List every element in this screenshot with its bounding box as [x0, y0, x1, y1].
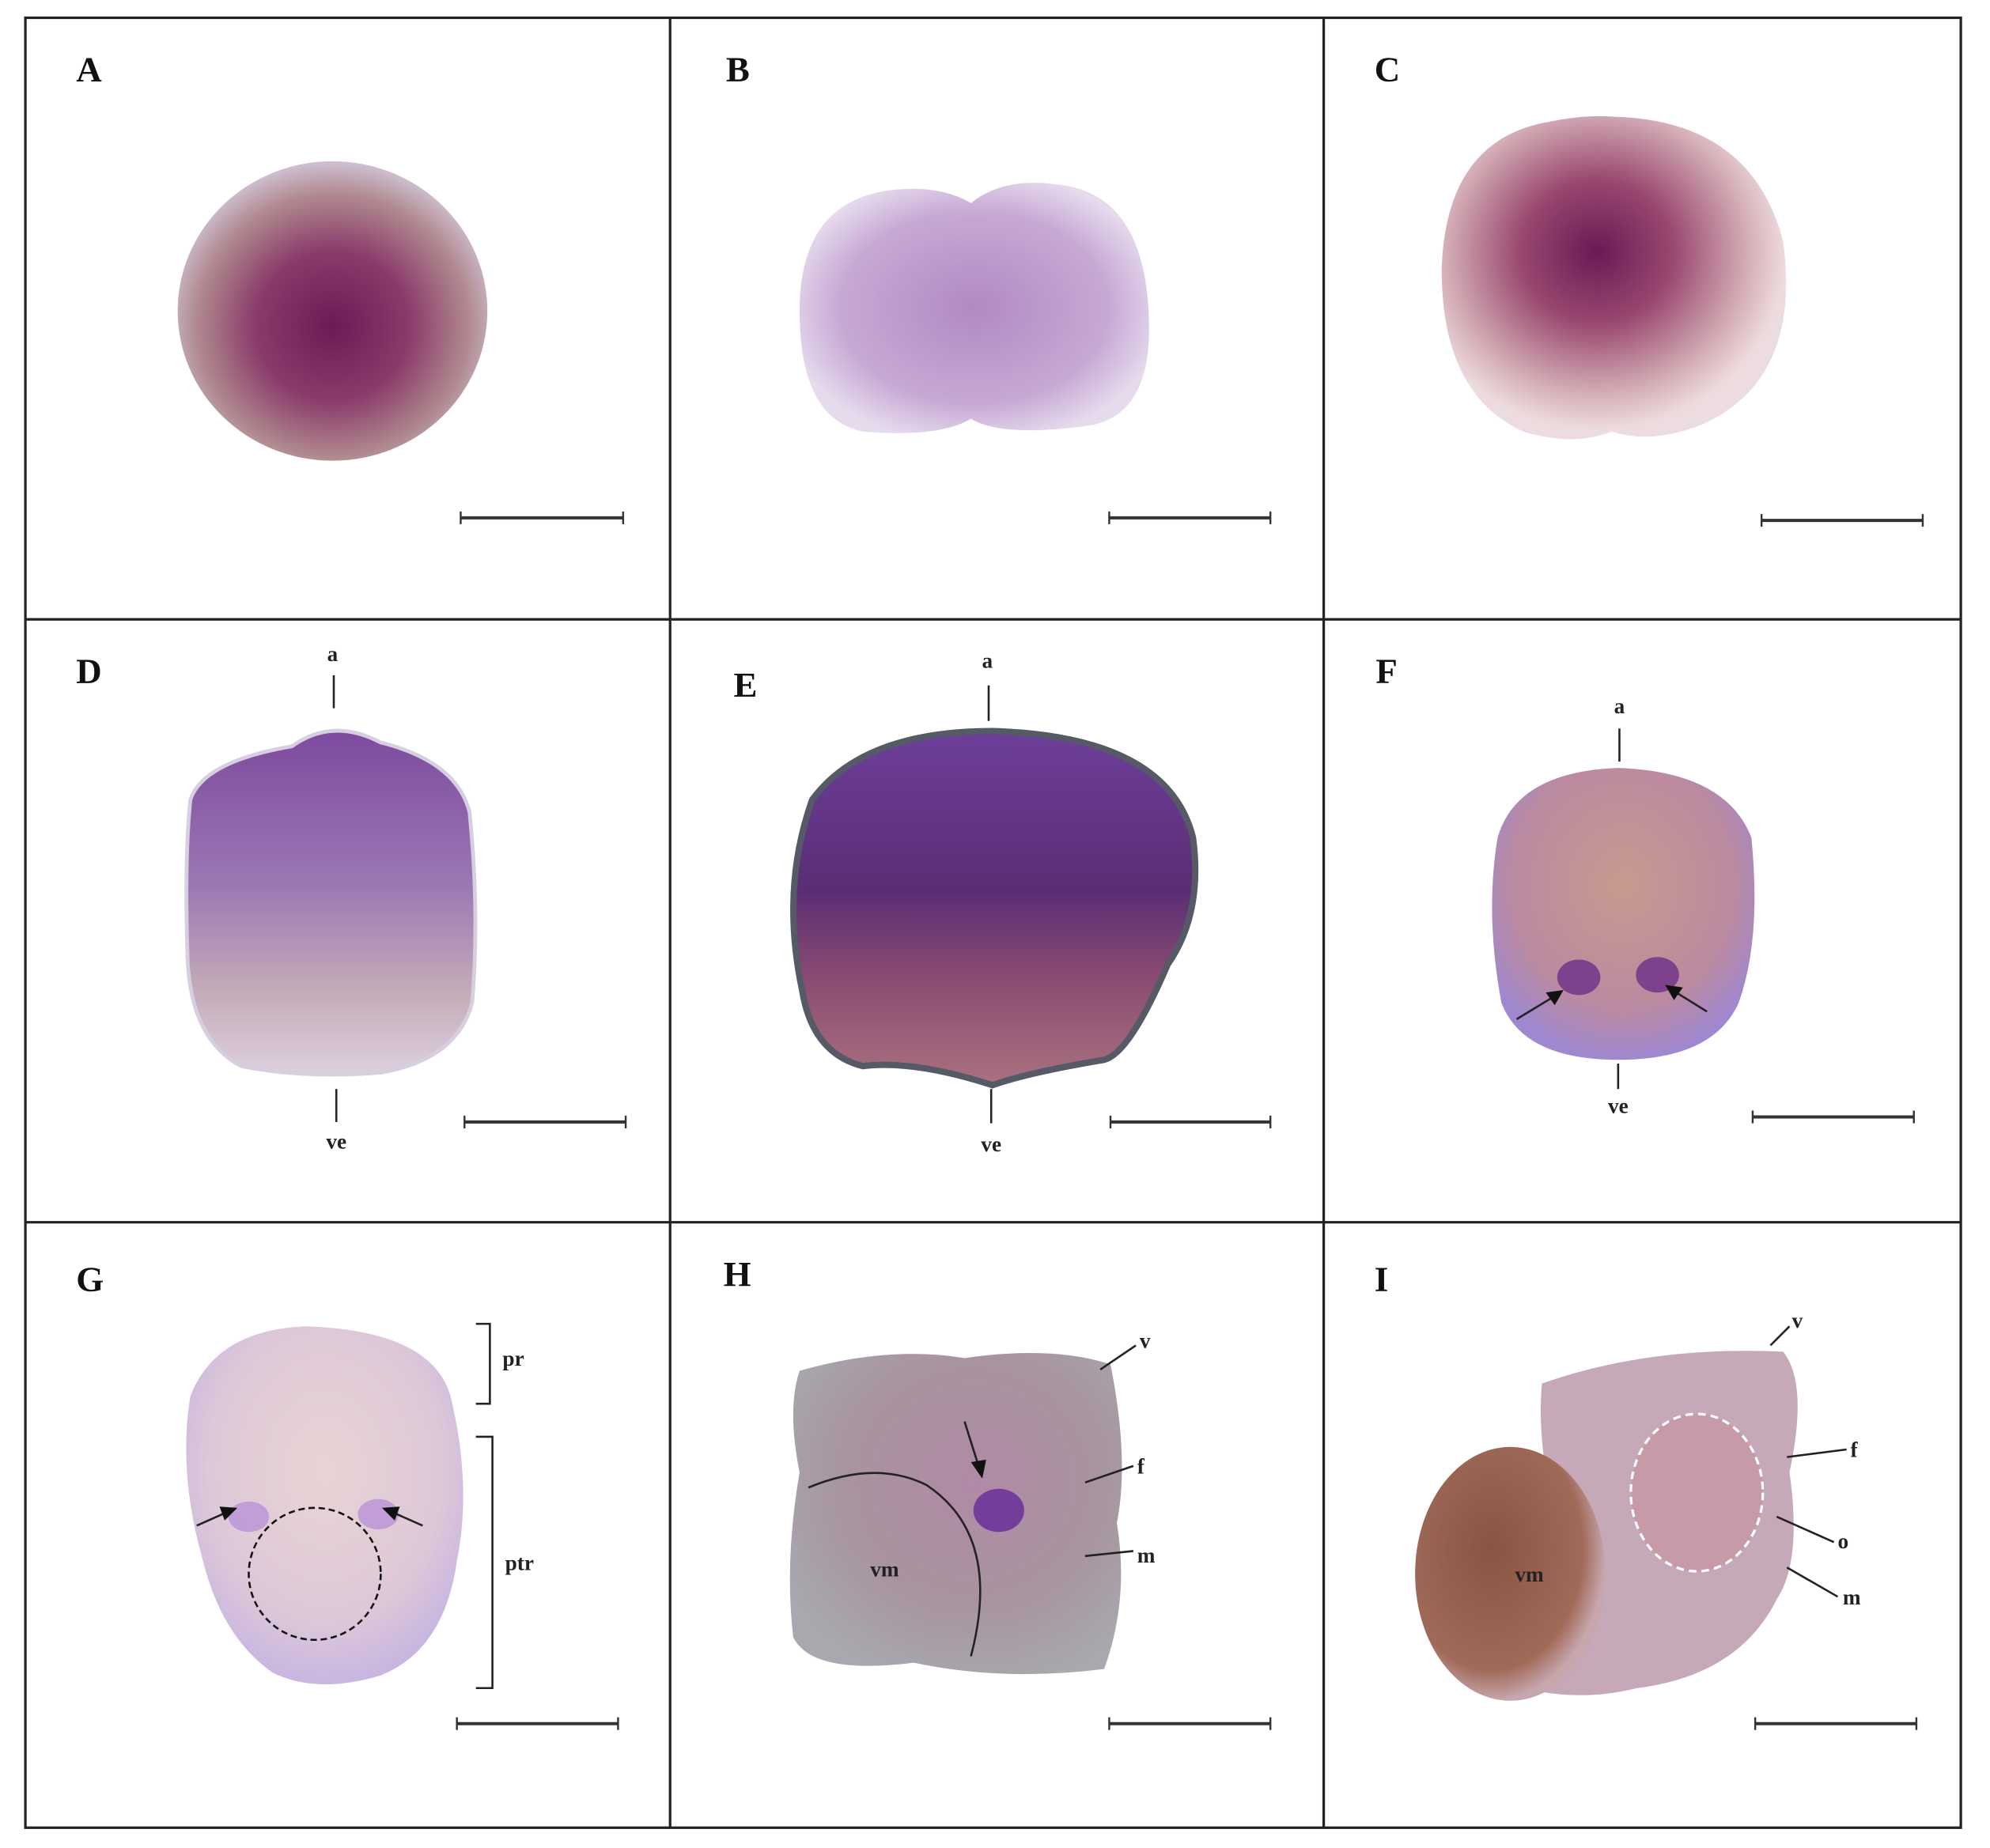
scale-bar: [1108, 1717, 1272, 1730]
scale-bar: [456, 1717, 619, 1730]
outline-arc: [808, 1472, 982, 1657]
leader-line: [1084, 1464, 1134, 1483]
annotation: m: [1843, 1585, 1861, 1609]
embryo: [186, 1326, 463, 1684]
embryo: [177, 161, 488, 461]
outline-ellipse: [1629, 1412, 1765, 1573]
leader-line: [1769, 1325, 1791, 1347]
panel-label: E: [733, 665, 757, 705]
panel-label: C: [1375, 50, 1400, 89]
shape: [24, 16, 1962, 1829]
annotation: v: [1140, 1329, 1151, 1353]
panel-label: H: [724, 1254, 751, 1294]
panel-h: H v f m vm: [724, 1254, 1272, 1730]
panel-label: B: [726, 50, 750, 89]
panel-label: A: [76, 50, 102, 89]
annotation: v: [1792, 1309, 1803, 1332]
annotation: vm: [1515, 1563, 1544, 1586]
stain-spot: [973, 1488, 1024, 1532]
panel-label: G: [76, 1259, 104, 1298]
embryo: [184, 728, 478, 1077]
shape: [1545, 989, 1564, 1006]
annotation: f: [1137, 1454, 1145, 1478]
stain-spot: [1557, 959, 1601, 996]
annotation: a: [982, 648, 993, 672]
bracket: [475, 1322, 491, 1405]
panel-c: C: [1375, 50, 1924, 527]
shape: [381, 1506, 400, 1521]
annotation: ve: [1608, 1094, 1629, 1118]
annotation: m: [1137, 1544, 1156, 1567]
annotation: ve: [326, 1130, 346, 1154]
scale-bar: [1751, 1110, 1915, 1124]
panel-i: I v f o m vm: [1375, 1259, 1918, 1730]
stain-spot: [228, 1501, 270, 1532]
embryo: [1441, 115, 1787, 440]
annotation: a: [1614, 694, 1625, 718]
panel-label: D: [76, 652, 101, 691]
leader-line: [1084, 1550, 1134, 1558]
panel-g: G pr ptr: [76, 1259, 619, 1730]
shape: [970, 1459, 986, 1479]
arrow: [1515, 989, 1564, 1020]
annotation: pr: [502, 1347, 524, 1370]
annotation: ve: [981, 1132, 1001, 1156]
scale-bar: [460, 511, 625, 524]
annotation: ptr: [505, 1551, 534, 1574]
annotation: o: [1837, 1529, 1848, 1553]
stain-spot: [1636, 957, 1679, 993]
panel-label: I: [1375, 1259, 1388, 1298]
panel-f: F a ve: [1375, 652, 1915, 1124]
annotation: f: [1850, 1438, 1858, 1462]
annotation: vm: [870, 1558, 899, 1582]
arrow: [381, 1506, 423, 1527]
arrow: [963, 1421, 986, 1479]
leader-line: [1787, 1448, 1847, 1458]
shape: [1665, 984, 1683, 1000]
leader-line: [1099, 1344, 1137, 1370]
shape: [219, 1506, 238, 1521]
panel-grid: [24, 16, 1962, 1829]
embryo-vm: [1415, 1446, 1606, 1701]
embryo: [1492, 768, 1755, 1060]
embryo: [790, 727, 1199, 1089]
scale-bar: [463, 1115, 627, 1128]
panel-b: B: [726, 50, 1272, 524]
embryo: [799, 183, 1149, 433]
scale-bar: [1760, 514, 1924, 527]
outline-circle: [248, 1506, 382, 1642]
arrow: [1665, 984, 1708, 1013]
annotation: a: [327, 642, 339, 666]
scale-bar: [1108, 511, 1272, 524]
scale-bar: [1754, 1717, 1918, 1730]
panel-e: E a ve: [733, 648, 1272, 1156]
panel-a: A: [76, 50, 625, 524]
bracket: [475, 1435, 494, 1690]
stain-spot: [358, 1498, 399, 1530]
panel-d: D a ve: [76, 642, 627, 1154]
leader-line: [1776, 1515, 1835, 1544]
scale-bar: [1109, 1115, 1272, 1128]
arrow: [196, 1506, 238, 1527]
panel-label: F: [1375, 652, 1397, 691]
leader-line: [1786, 1566, 1839, 1598]
